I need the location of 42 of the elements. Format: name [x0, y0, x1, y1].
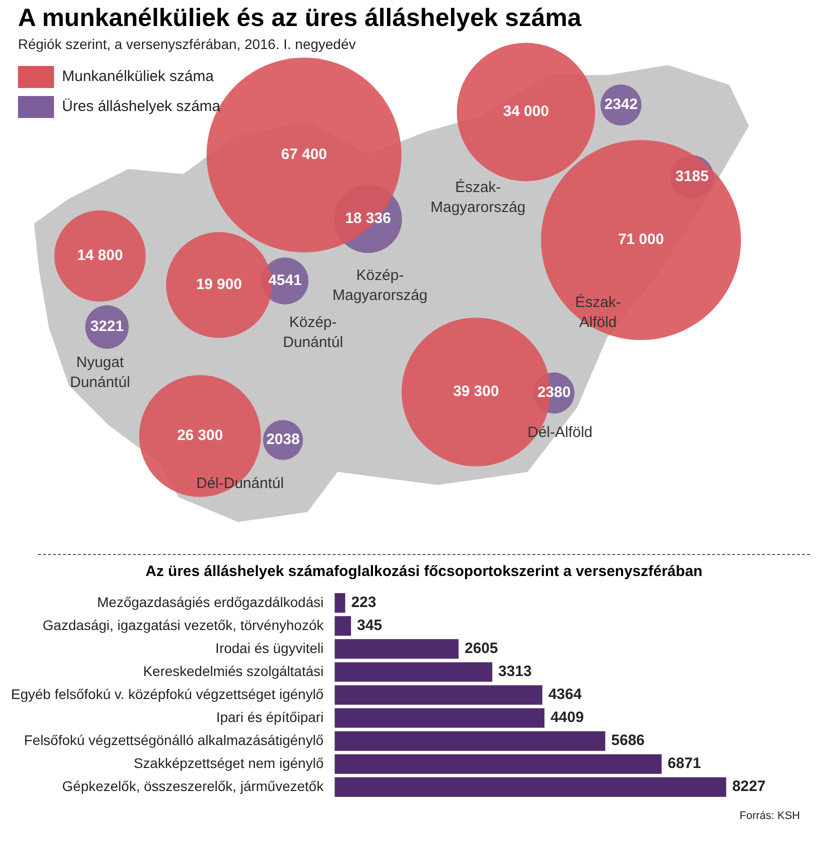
- chart-title: Az üres álláshelyek számafoglalkozási főcsoportokszerint a versenyszférában: [144, 563, 704, 580]
- y-tick-label: Ipari és építőipari: [216, 708, 324, 725]
- data-label: 67 400: [281, 146, 327, 164]
- y-tick-label: Irodai és ügyviteli: [215, 640, 324, 656]
- data-label: 34 000: [503, 103, 549, 120]
- text: Forrás: KSH: [738, 810, 801, 822]
- data-label: 3185: [675, 168, 709, 186]
- y-tick-label: Egyéb felsőfokú v. középfokú végzettséget igénylő: [10, 686, 324, 702]
- data-label: 71 000: [618, 231, 664, 248]
- category-label: Közép-Magyarország: [332, 267, 428, 304]
- data-label: 2038: [266, 431, 300, 448]
- y-tick-label: Kereskedelmiés szolgáltatási: [143, 662, 324, 679]
- data-label: 6871: [668, 755, 702, 772]
- data-label: 4541: [268, 272, 302, 290]
- data-label: 2605: [464, 640, 498, 658]
- category-label: Nyugat Dunántúl: [70, 354, 130, 392]
- y-tick-label: Felsőfokú végzettségönálló alkalmazásátigénylő: [24, 732, 324, 748]
- y-tick-label: Gazdasági, igazgatási vezetők, törvényhozók: [42, 616, 325, 633]
- data-label: 345: [357, 617, 382, 634]
- data-label: 4409: [550, 709, 584, 726]
- data-label: 5686: [611, 732, 645, 750]
- text: A munkanélküliek és az üres álláshelyek száma: [18, 4, 582, 33]
- data-label: 14 800: [77, 247, 123, 264]
- data-label: 19 900: [196, 276, 242, 294]
- category-label: Közép-Dunántúl: [282, 314, 344, 352]
- data-label: 3313: [498, 663, 532, 680]
- text: Régiók szerint, a versenyszférában, 2016. I. negyedév: [18, 36, 356, 52]
- y-tick-label: Mezőgazdaságiés erdőgazdálkodási: [97, 594, 324, 610]
- legend-label: Üres álláshelyek száma: [62, 98, 222, 116]
- data-label: 2342: [604, 96, 638, 114]
- data-label: 26 300: [177, 427, 223, 444]
- data-label: 8227: [732, 778, 766, 796]
- y-tick-label: Szakképzettséget nem igénylő: [134, 754, 324, 771]
- data-label: 3221: [90, 318, 124, 336]
- data-label: 39 300: [453, 383, 499, 400]
- data-label: 18 336: [345, 210, 391, 228]
- category-label: Észak-Magyarország: [430, 178, 526, 216]
- y-tick-label: Gépkezelők, összeszerelők, járművezetők: [62, 778, 325, 794]
- data-label: 4364: [548, 686, 582, 704]
- legend-label: Munkanélküliek száma: [62, 68, 214, 86]
- data-label: 223: [351, 594, 376, 612]
- data-label: 2380: [537, 384, 571, 402]
